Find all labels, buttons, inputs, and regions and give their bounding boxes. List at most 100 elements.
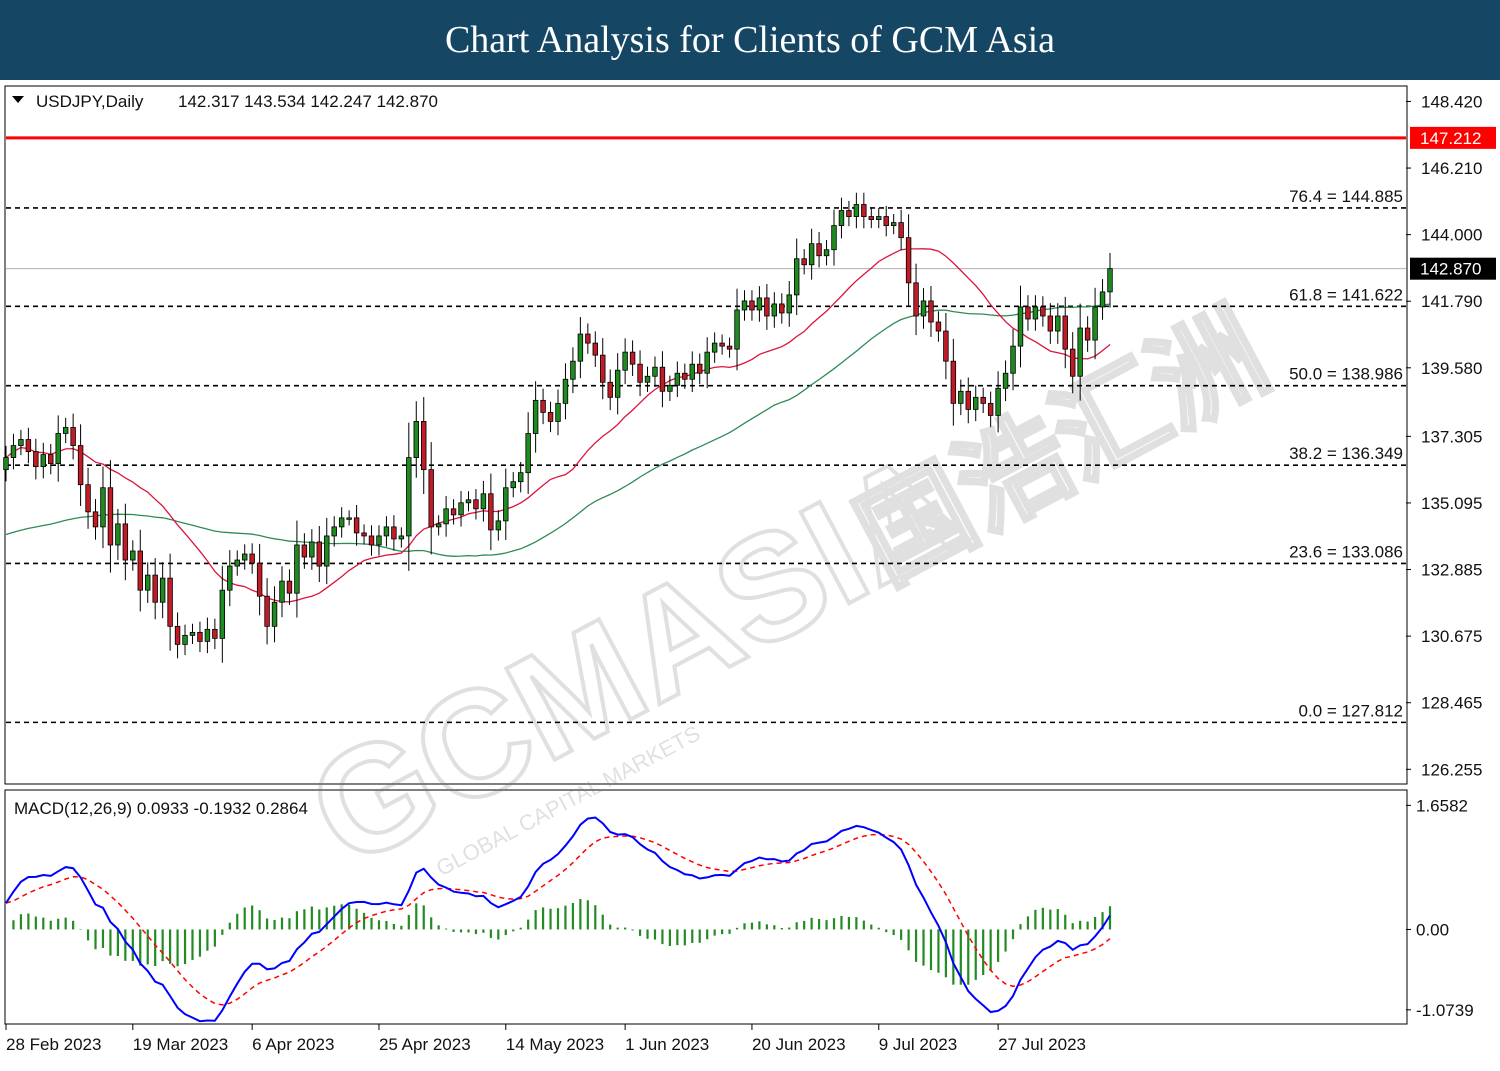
macd-tick-label: -1.0739: [1416, 1001, 1474, 1020]
candle: [786, 281, 792, 327]
candle-body: [905, 237, 912, 284]
candle-body: [607, 381, 613, 398]
macd-line: [5, 816, 1111, 1023]
macd-tick-label: 0.00: [1416, 920, 1449, 939]
candle-body: [517, 472, 524, 483]
candle: [682, 363, 688, 389]
candle-body: [152, 574, 158, 603]
candle-body: [62, 427, 69, 434]
candle: [689, 351, 695, 393]
candle: [540, 388, 546, 425]
candle: [704, 337, 710, 389]
candle: [883, 205, 889, 237]
chevron-down-icon[interactable]: [12, 96, 24, 103]
candle: [562, 363, 569, 420]
candle-body: [241, 553, 248, 561]
candle-body: [383, 526, 390, 537]
candle-body: [510, 481, 516, 489]
candle-body: [18, 439, 24, 446]
candle: [808, 228, 815, 280]
candle-body: [652, 366, 658, 377]
candle-body: [1040, 306, 1046, 317]
candle: [353, 505, 360, 546]
candle: [48, 443, 54, 475]
candle: [92, 499, 99, 540]
candle-body: [831, 225, 837, 251]
candle: [1047, 303, 1054, 344]
candle: [33, 438, 39, 480]
candle-body: [786, 294, 792, 314]
candle-body: [629, 351, 636, 365]
candle-body: [234, 559, 240, 567]
candle-body: [1047, 315, 1054, 332]
price-tick-label: 139.580: [1421, 359, 1482, 378]
candle: [256, 543, 263, 616]
candle: [719, 334, 725, 355]
banner-title: Chart Analysis for Clients of GCM Asia: [0, 0, 1500, 80]
candle: [122, 503, 129, 581]
candle: [309, 529, 315, 570]
candle-body: [555, 402, 561, 422]
candle: [473, 489, 479, 520]
candle-body: [667, 384, 673, 392]
candle-body: [973, 396, 979, 410]
candle-body: [55, 433, 61, 465]
candle-body: [145, 574, 151, 591]
macd-tick-label: 1.6582: [1416, 796, 1468, 815]
candle-body: [488, 493, 494, 531]
candle: [726, 337, 733, 358]
candle: [614, 353, 621, 415]
price-tick-label: 130.675: [1421, 627, 1482, 646]
candle-body: [808, 243, 815, 266]
candle: [391, 515, 397, 551]
fib-level-label: 61.8 = 141.622: [1289, 285, 1403, 304]
candle-body: [861, 204, 867, 217]
candle: [674, 361, 681, 398]
candle-body: [361, 532, 367, 537]
symbol-label: USDJPY,Daily: [36, 92, 144, 111]
candle-body: [838, 210, 845, 226]
candle-body: [338, 517, 345, 528]
candle-body: [443, 508, 449, 525]
candle: [488, 473, 494, 551]
macd-panel-frame: [4, 789, 1408, 1025]
candle: [294, 520, 300, 618]
macd-signal-line: [5, 833, 1111, 1006]
candle-body: [697, 363, 703, 374]
candle: [413, 401, 419, 478]
candle: [70, 413, 76, 460]
candle-body: [1032, 306, 1039, 320]
candle: [816, 231, 822, 268]
candle: [913, 263, 919, 336]
candle: [652, 356, 658, 387]
candle-body: [1010, 345, 1016, 374]
candle: [555, 389, 561, 436]
candle-body: [189, 631, 196, 636]
candle-body: [592, 342, 599, 356]
candle: [876, 207, 882, 229]
candle: [637, 350, 643, 397]
candle-body: [614, 369, 621, 398]
candle: [174, 612, 181, 659]
candle: [1092, 287, 1098, 360]
candle: [376, 525, 382, 556]
time-axis: 28 Feb 2023 19 Mar 2023 6 Apr 2023 25 Apr 2…: [5, 1024, 1086, 1054]
price-tick-label: 132.885: [1421, 561, 1482, 580]
ma-fast-line: [5, 248, 1111, 603]
candle: [55, 415, 61, 482]
candle: [406, 422, 412, 571]
candle: [361, 524, 367, 545]
time-tick-label: 19 Mar 2023: [133, 1035, 228, 1054]
candle-body: [980, 396, 986, 404]
time-tick-label: 27 Jul 2023: [998, 1035, 1086, 1054]
time-tick-label: 6 Apr 2023: [252, 1035, 334, 1054]
candle: [480, 480, 487, 522]
candle: [40, 442, 47, 479]
candles: [3, 192, 1113, 663]
candle-body: [547, 412, 554, 422]
candle-body: [1025, 306, 1031, 320]
candle: [987, 391, 994, 428]
main-panel-frame: [4, 85, 1408, 785]
candle: [264, 578, 270, 645]
candle-body: [674, 372, 681, 386]
